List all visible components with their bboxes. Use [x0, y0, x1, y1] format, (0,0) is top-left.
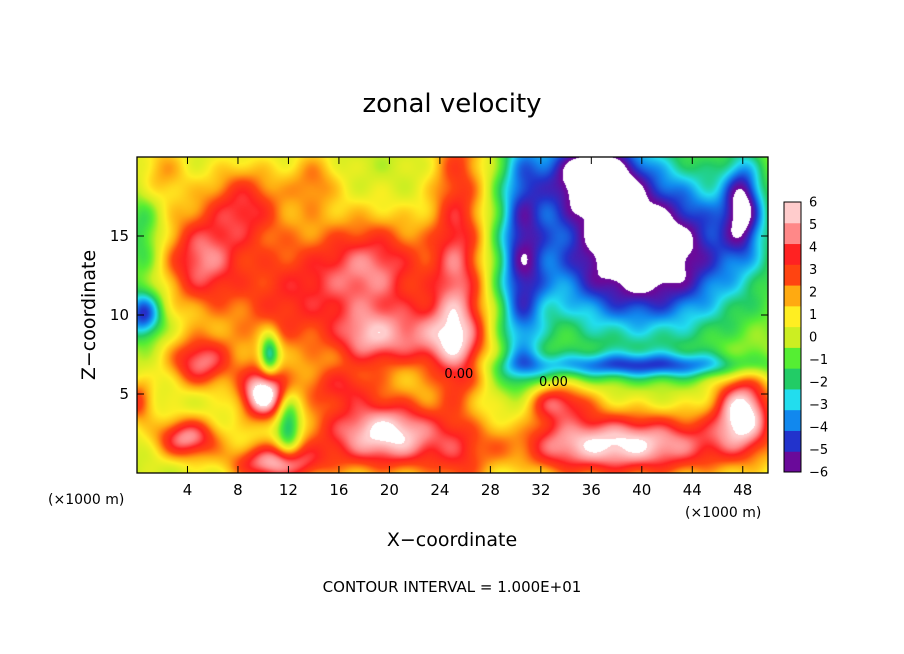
contour-label: 0.00 [444, 367, 473, 382]
colorbar-swatch [784, 388, 801, 411]
x-tick-label: 40 [632, 481, 651, 499]
colorbar-tick-label: −5 [809, 443, 828, 458]
colorbar-tick-label: 1 [809, 308, 817, 323]
y-axis-ticks: 5 10 15 [110, 227, 768, 403]
x-tick-label: 16 [329, 481, 348, 499]
colorbar-tick-label: 4 [809, 241, 817, 256]
colorbar-swatch [784, 305, 801, 328]
x-tick-label: 8 [233, 481, 243, 499]
colorbar-swatch [784, 451, 801, 473]
x-tick-label: 24 [430, 481, 449, 499]
x-tick-label: 12 [279, 481, 298, 499]
colorbar-tick-label: −3 [809, 398, 828, 413]
colorbar-swatch [784, 430, 801, 452]
colorbar-tick-label: 6 [809, 196, 817, 211]
colorbar-swatch [784, 326, 801, 348]
y-tick-label: 5 [119, 385, 129, 403]
colorbar-tick-label: −6 [809, 466, 828, 481]
x-tick-label: 20 [380, 481, 399, 499]
contour-interval-note: CONTOUR INTERVAL = 1.000E+01 [323, 578, 582, 596]
y-axis-label: Z−coordinate [78, 250, 100, 380]
x-axis-label: X−coordinate [387, 529, 517, 551]
contour-label: 0.00 [539, 375, 568, 390]
x-unit-right: (×1000 m) [685, 505, 761, 521]
y-tick-label: 15 [110, 227, 129, 245]
colorbar-swatch [784, 222, 801, 245]
heatmap-field [137, 157, 768, 473]
contour-labels: 0.00 0.00 [444, 367, 568, 390]
colorbar: 6 5 4 3 2 1 0 −1 −2 −3 −4 −5 −6 [783, 196, 828, 481]
colorbar-swatch [784, 285, 801, 307]
colorbar-tick-label: −2 [809, 376, 828, 391]
x-tick-label: 44 [683, 481, 702, 499]
y-tick-label: 10 [110, 306, 129, 324]
x-unit-left: (×1000 m) [48, 492, 124, 508]
colorbar-tick-label: −1 [809, 353, 828, 368]
colorbar-swatch [784, 409, 801, 431]
chart-title: zonal velocity [362, 89, 541, 119]
colorbar-swatch [784, 368, 801, 390]
colorbar-swatch [784, 243, 801, 265]
x-tick-label: 36 [582, 481, 601, 499]
colorbar-tick-label: 2 [809, 286, 817, 301]
colorbar-swatch [784, 202, 801, 224]
colorbar-swatch [784, 347, 801, 369]
x-tick-label: 48 [733, 481, 752, 499]
colorbar-tick-label: 5 [809, 218, 817, 233]
colorbar-frame [783, 201, 802, 473]
colorbar-tick-label: −4 [809, 421, 828, 436]
plot-area: 0.00 0.00 [136, 156, 769, 474]
colorbar-swatch [784, 264, 801, 286]
colorbar-tick-label: 0 [809, 331, 817, 346]
x-tick-label: 4 [183, 481, 193, 499]
colorbar-tick-label: 3 [809, 263, 817, 278]
x-tick-label: 28 [481, 481, 500, 499]
x-axis-ticks: 4 8 12 16 20 24 28 32 36 40 44 48 [183, 157, 752, 499]
x-tick-label: 32 [531, 481, 550, 499]
